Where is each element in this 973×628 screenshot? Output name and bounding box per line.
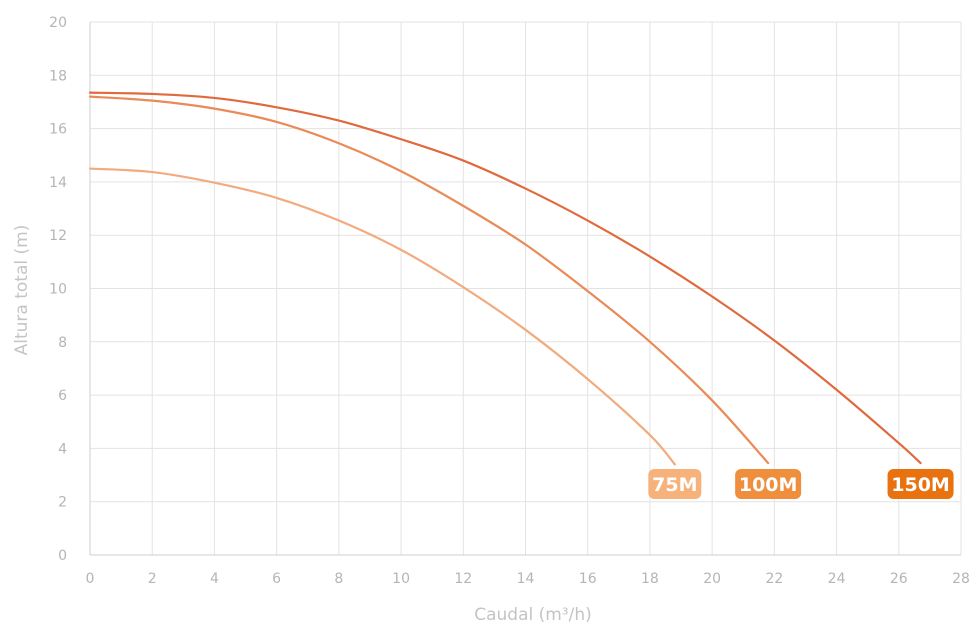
x-tick-label: 18 (641, 571, 659, 587)
y-tick-label: 6 (58, 388, 67, 404)
series-badges: 75M 100M 150M (648, 469, 954, 500)
series-lines (88, 91, 922, 466)
x-tick-label: 16 (579, 571, 597, 587)
x-tick-label: 26 (890, 571, 908, 587)
y-tick-label: 14 (49, 175, 67, 191)
y-tick-label: 20 (49, 15, 67, 31)
series-badge-150M: 150M (887, 469, 954, 500)
x-axis-title: Caudal (m³/h) (474, 605, 592, 625)
x-tick-label: 6 (272, 571, 281, 587)
y-tick-labels: 0 2 4 6 8 10 12 14 16 18 20 (49, 15, 67, 564)
x-tick-label: 2 (148, 571, 157, 587)
y-tick-label: 8 (58, 335, 67, 351)
x-tick-labels: 0 2 4 6 8 10 12 14 16 18 20 22 24 26 28 (86, 571, 970, 587)
x-tick-label: 20 (703, 571, 721, 587)
series-line-75M (88, 167, 676, 466)
series-line-150M (88, 91, 922, 465)
badge-label: 75M (652, 474, 697, 496)
badge-label: 100M (739, 474, 798, 496)
x-tick-label: 8 (334, 571, 343, 587)
y-tick-label: 10 (49, 282, 67, 298)
y-tick-label: 12 (49, 228, 67, 244)
x-tick-label: 10 (392, 571, 410, 587)
grid (90, 21, 962, 555)
x-tick-label: 28 (952, 571, 970, 587)
x-tick-label: 14 (517, 571, 535, 587)
badge-label: 150M (891, 474, 950, 496)
badge-background (735, 469, 802, 500)
y-tick-label: 0 (58, 548, 67, 564)
series-badge-75M: 75M (648, 469, 702, 500)
badge-background (648, 469, 702, 500)
x-tick-label: 12 (454, 571, 472, 587)
y-tick-label: 2 (58, 495, 67, 511)
badge-background (887, 469, 954, 500)
series-badge-100M: 100M (735, 469, 802, 500)
x-tick-label: 24 (828, 571, 846, 587)
axes (89, 22, 961, 556)
y-axis-title: Altura total (m) (12, 225, 32, 356)
y-tick-label: 18 (49, 68, 67, 84)
x-tick-label: 4 (210, 571, 219, 587)
x-tick-label: 22 (765, 571, 783, 587)
series-line-100M (88, 95, 770, 465)
y-tick-label: 4 (58, 441, 67, 457)
y-tick-label: 16 (49, 122, 67, 138)
x-tick-label: 0 (86, 571, 95, 587)
